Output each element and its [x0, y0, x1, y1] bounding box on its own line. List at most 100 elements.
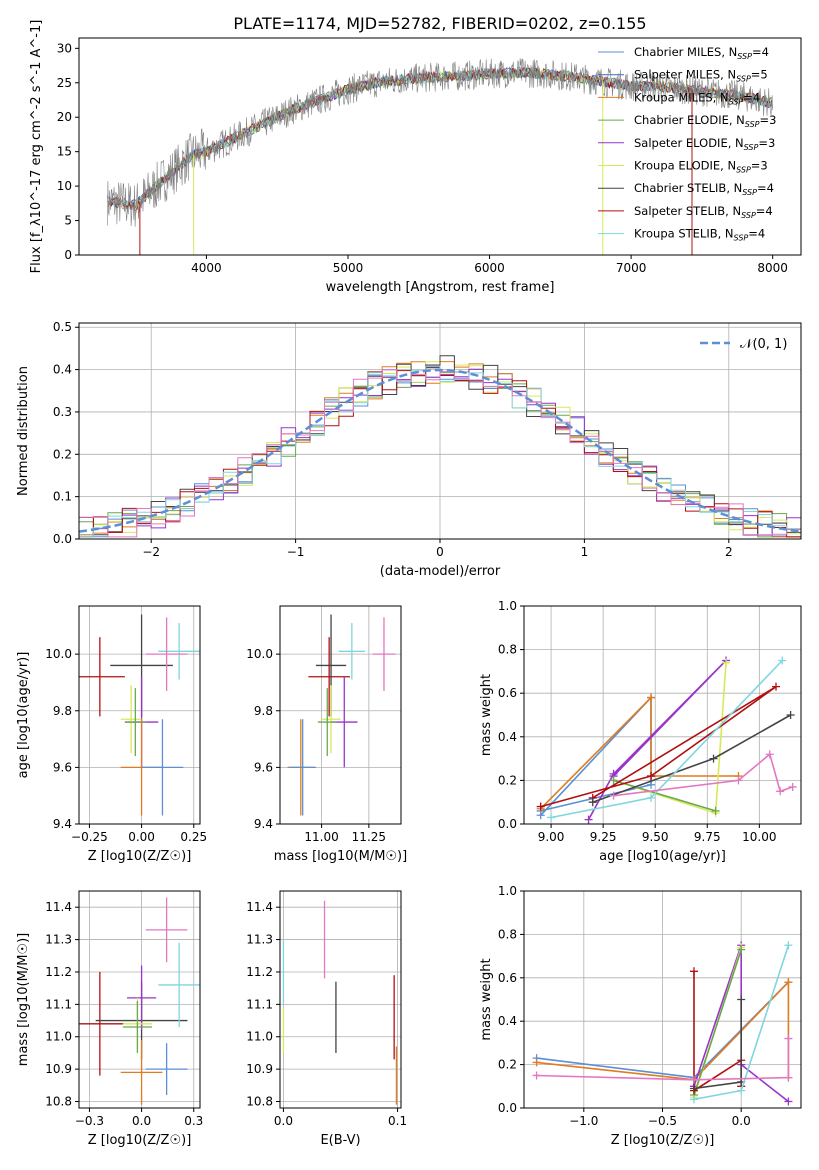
legend-sub: SSP	[736, 75, 751, 84]
legend-tail: =4	[743, 90, 760, 104]
y-tick-label: 1.0	[498, 599, 517, 613]
y-tick-label: 10.9	[45, 1062, 72, 1076]
y-tick-label: 0.5	[53, 320, 72, 334]
series-point-marker	[689, 967, 698, 976]
x-tick-label: 11.25	[352, 830, 386, 844]
plot-area	[79, 355, 801, 538]
series-point-marker	[772, 682, 781, 691]
plot-area	[282, 900, 398, 1105]
series-point-marker	[609, 791, 618, 800]
plot-area	[106, 58, 773, 255]
x-tick-label: −1	[287, 545, 305, 559]
axes-frame	[78, 37, 802, 256]
x-tick-label: 0.0	[732, 1114, 751, 1128]
axes-frame	[78, 890, 201, 1109]
x-axis-label: Z [log10(Z/Z☉)]	[611, 1133, 715, 1148]
plot-area	[536, 656, 797, 824]
y-tick-label: 10.8	[45, 1095, 72, 1109]
y-tick-label: 25	[57, 76, 72, 90]
plot-area	[532, 941, 793, 1106]
x-axis-label: Z [log10(Z/Z☉)]	[88, 1133, 192, 1148]
y-axis-label: mass weight	[479, 674, 494, 756]
axes-frame	[523, 605, 802, 825]
x-tick-label: −0.3	[75, 1114, 104, 1128]
y-tick-label: 11.2	[45, 965, 72, 979]
x-axis-label: age [log10(age/yr)]	[599, 849, 726, 864]
y-axis-label: mass [log10(M/M☉)]	[16, 933, 31, 1066]
axes-frame	[78, 322, 802, 540]
y-tick-label: 0.4	[53, 363, 72, 377]
y-tick-label: 0.6	[498, 686, 517, 700]
legend: Chabrier MILES, NSSP=4 Salpeter MILES, NS…	[598, 45, 776, 243]
y-tick-label: 9.8	[254, 704, 273, 718]
y-tick-label: 10.8	[246, 1095, 273, 1109]
x-tick-label: 9.50	[642, 830, 669, 844]
legend-label: Salpeter MILES, NSSP=5	[634, 68, 768, 84]
legend-sub: SSP	[745, 120, 760, 129]
legend-label: Chabrier STELIB, NSSP=4	[634, 181, 774, 197]
plot-area	[79, 897, 200, 1105]
series-point-marker	[689, 1075, 698, 1084]
panel-mass-weight-vs-Z: −1.0 −0.5 0.0 0.0 0.2 0.4 0.6 0.8 1.0 Z [log10(Z/…	[479, 884, 802, 1148]
y-tick-label: 11.3	[246, 933, 273, 947]
x-tick-label: 0.25	[180, 830, 207, 844]
histogram-chabrier_stelib	[79, 355, 801, 536]
x-tick-label: 4000	[191, 261, 222, 275]
series-line-chabrier_elodie	[613, 779, 716, 812]
panel-age-vs-mass: 11.00 11.25 9.4 9.6 9.8 10.0 mass [log10(M/M☉)…	[246, 605, 407, 864]
plot-area	[287, 614, 396, 816]
axes-frame	[279, 890, 402, 1109]
legend-tail: =4	[757, 181, 774, 195]
legend-label: Salpeter ELODIE, NSSP=3	[634, 136, 775, 152]
series-point-marker	[532, 1071, 541, 1080]
x-tick-label: 2	[725, 545, 733, 559]
y-tick-label: 9.8	[53, 704, 72, 718]
x-tick-label: 6000	[474, 261, 505, 275]
series-point-marker	[765, 750, 774, 759]
legend-label: 𝒩(0, 1)	[740, 337, 787, 352]
plot-area	[79, 614, 200, 816]
series-point-marker	[784, 1097, 793, 1106]
series-point-marker	[647, 772, 656, 781]
x-tick-label: 10.00	[742, 830, 776, 844]
series-point-marker	[647, 793, 656, 802]
panel-residuals: −2 −1 0 1 2 0.0 0.1 0.2 0.3 0.4 0.5 (data-model)/er…	[16, 320, 802, 579]
y-tick-label: 9.6	[53, 760, 72, 774]
series-point-marker	[737, 945, 746, 954]
y-tick-label: 20	[57, 110, 72, 124]
y-tick-label: 5	[64, 214, 72, 228]
series-point-marker	[547, 813, 556, 822]
page-title: PLATE=1174, MJD=52782, FIBERID=0202, z=0…	[233, 14, 646, 33]
x-tick-label: 9.25	[590, 830, 617, 844]
series-line-chabrier_elodie	[693, 949, 742, 1096]
y-tick-label: 0.2	[498, 773, 517, 787]
panel-spectrum: 4000 5000 6000 7000 8000 0 5 10 15 20 25 30 waveleng…	[29, 20, 802, 295]
x-tick-label: 9.00	[538, 830, 565, 844]
x-tick-label: −0.5	[648, 1114, 677, 1128]
series-point-marker	[647, 780, 656, 789]
legend-tail: =4	[752, 45, 769, 59]
y-tick-label: 9.6	[254, 760, 273, 774]
series-point-marker	[776, 787, 785, 796]
data-spectrum-line	[107, 58, 773, 227]
y-axis-label: Normed distribution	[16, 366, 31, 496]
y-tick-label: 11.3	[45, 933, 72, 947]
y-tick-label: 1.0	[498, 884, 517, 898]
axes-frame	[279, 605, 402, 825]
axes-frame	[78, 605, 201, 825]
y-tick-label: 0.8	[498, 927, 517, 941]
legend-sub: SSP	[737, 52, 752, 61]
x-axis-label: Z [log10(Z/Z☉)]	[88, 849, 192, 864]
series-point-marker	[709, 754, 718, 763]
y-tick-label: 11.4	[246, 900, 273, 914]
legend-sub: SSP	[744, 143, 759, 152]
series-point-marker	[737, 995, 746, 1004]
legend-sub: SSP	[736, 166, 751, 175]
panel-mass-weight-vs-age: 9.00 9.25 9.50 9.75 10.00 0.0 0.2 0.4 0.6 0.8 1.0 a…	[479, 599, 802, 864]
x-tick-label: −0.25	[71, 830, 108, 844]
series-point-marker	[609, 776, 618, 785]
x-tick-label: 8000	[757, 261, 788, 275]
legend-tail: =3	[758, 136, 775, 150]
y-tick-label: 0.3	[53, 405, 72, 419]
